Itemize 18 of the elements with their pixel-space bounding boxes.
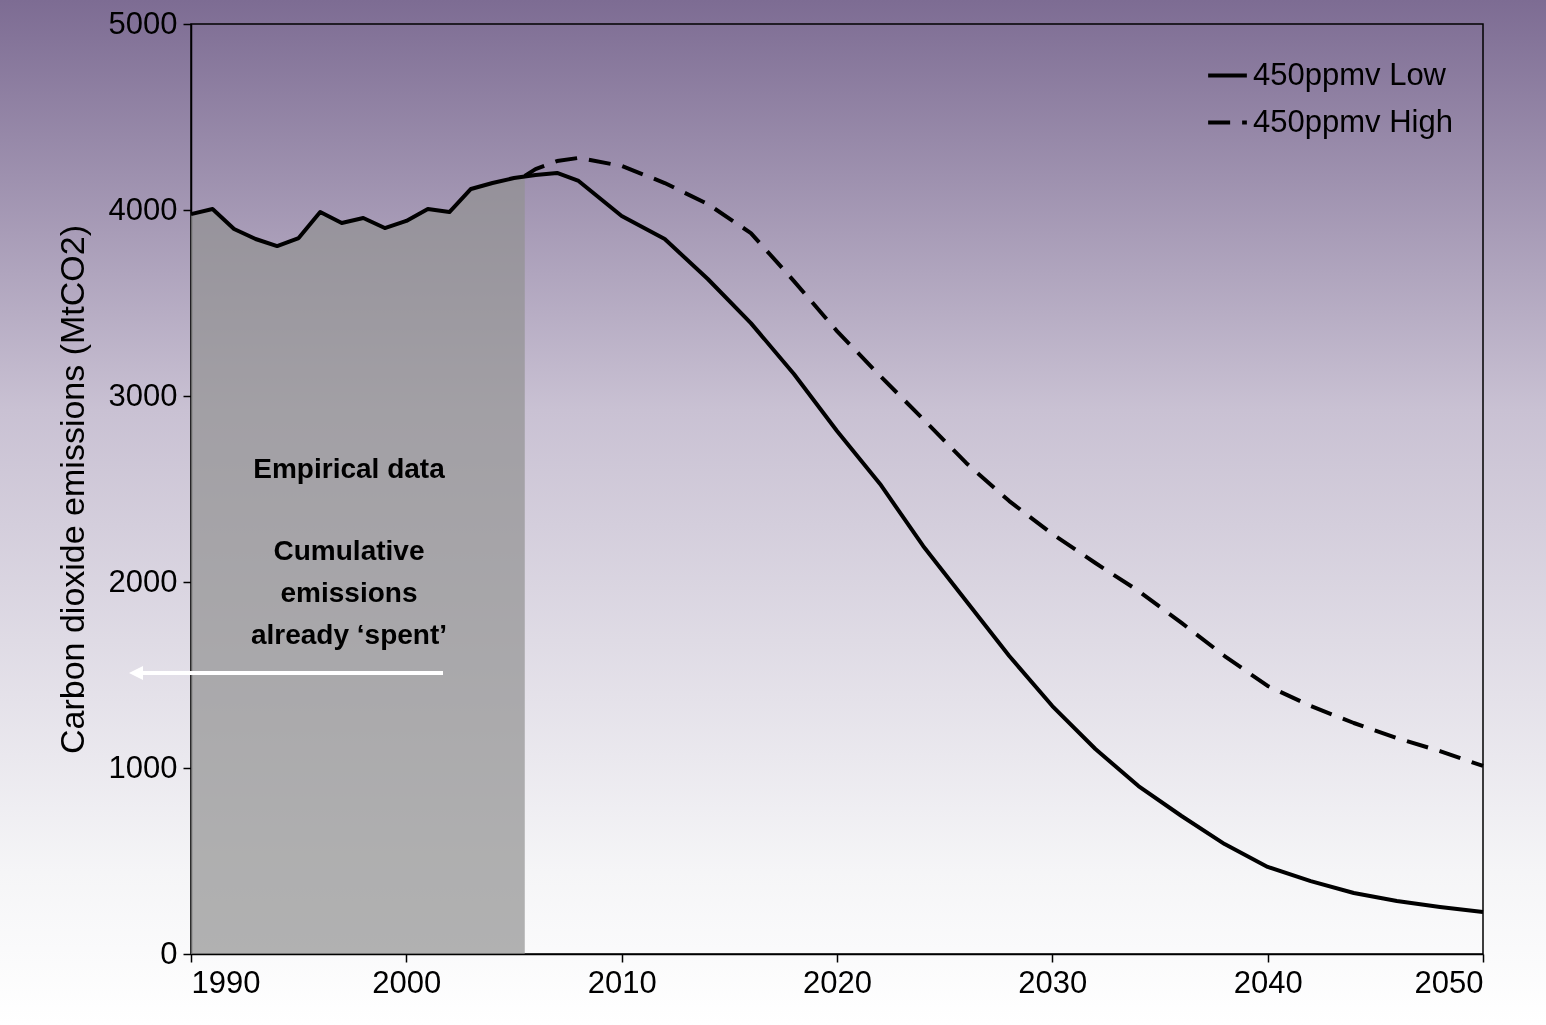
x-tick-label: 2050 (1414, 964, 1484, 1000)
annotation: Cumulative emissions already ‘spent’ (250, 535, 448, 650)
x-tick-label: 2030 (1018, 964, 1088, 1000)
x-tick-label: 1990 (191, 964, 261, 1000)
y-tick-label: 3000 (108, 377, 178, 413)
x-tick-label: 2010 (587, 964, 657, 1000)
x-tick-label: 2020 (803, 964, 872, 1000)
annotation: Empirical data (253, 453, 446, 484)
y-tick-label: 2000 (108, 563, 178, 599)
x-tick-label: 2000 (372, 964, 442, 1000)
legend-label: 450ppmv Low (1253, 56, 1447, 92)
y-tick-label: 4000 (108, 191, 178, 227)
y-tick-label: 0 (160, 935, 178, 971)
y-tick-label: 5000 (108, 5, 178, 41)
y-axis-title: Carbon dioxide emissions (MtCO2) (52, 224, 91, 755)
y-tick-label: 1000 (108, 749, 178, 785)
x-tick-label: 2040 (1233, 964, 1303, 1000)
legend-label: 450ppmv High (1253, 103, 1453, 139)
